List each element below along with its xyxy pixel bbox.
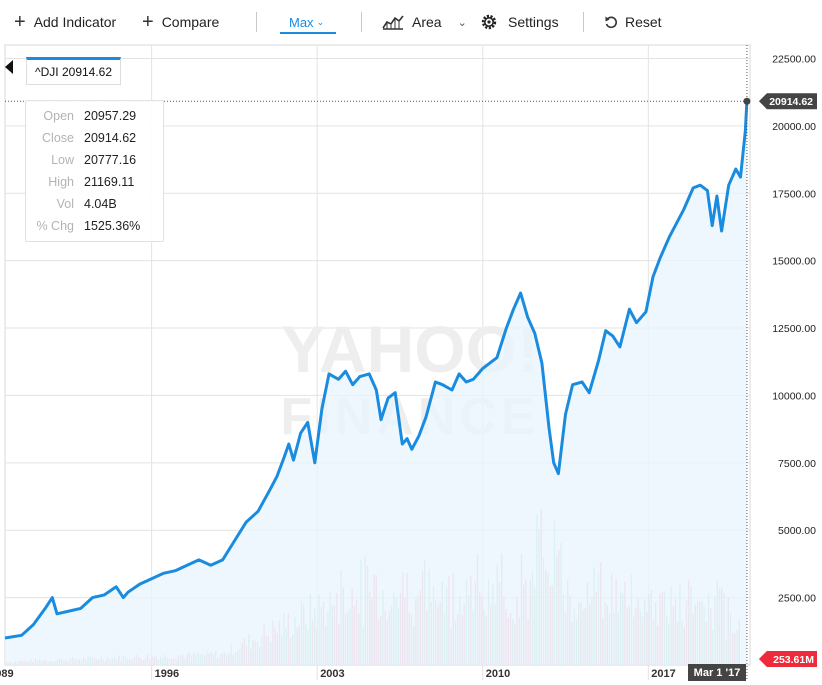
- plus-icon: +: [14, 11, 26, 33]
- chart-type-label: Area: [412, 14, 442, 30]
- ohlc-value: 4.04B: [84, 197, 117, 211]
- x-tick-label: 2003: [320, 668, 344, 680]
- ohlc-key: High: [48, 175, 74, 189]
- price-area: [5, 101, 747, 665]
- y-tick-label: 7500.00: [778, 458, 816, 470]
- compare-button[interactable]: + Compare: [142, 0, 219, 44]
- ohlc-key: % Chg: [36, 219, 74, 233]
- add-indicator-label: Add Indicator: [33, 14, 117, 30]
- x-tick-label: 1996: [155, 668, 179, 680]
- crosshair-date-label: Mar 1 '17: [694, 667, 741, 679]
- symbol-price: ^DJI 20914.62: [35, 65, 113, 79]
- collapse-panel-arrow-icon[interactable]: [5, 60, 13, 74]
- reset-icon: [605, 16, 617, 29]
- y-tick-label: 15000.00: [772, 256, 816, 268]
- last-price-tag: [758, 93, 817, 110]
- ohlc-row: Open 20957.29: [26, 105, 163, 127]
- ohlc-key: Vol: [56, 197, 74, 211]
- ohlc-key: Low: [51, 153, 74, 167]
- area-chart-icon: [382, 15, 404, 30]
- last-point-marker: [743, 97, 751, 105]
- add-indicator-button[interactable]: + Add Indicator: [14, 0, 116, 44]
- last-price-label: 20914.62: [769, 96, 813, 108]
- ohlc-tooltip: Open 20957.29 Close 20914.62 Low 20777.16 H…: [25, 100, 164, 242]
- ohlc-value: 20777.16: [84, 153, 137, 167]
- y-tick-label: 17500.00: [772, 188, 816, 200]
- y-tick-label: 5000.00: [778, 525, 816, 537]
- ohlc-row: Low 20777.16: [26, 149, 163, 171]
- ohlc-value: 1525.36%: [84, 219, 141, 233]
- crosshair-date-tag: [688, 664, 746, 681]
- plus-icon: +: [142, 11, 154, 33]
- price-line: [4, 101, 749, 640]
- last-volume-label: 253.61M: [773, 654, 814, 666]
- ohlc-key: Open: [43, 109, 74, 123]
- settings-button[interactable]: Settings: [480, 0, 559, 44]
- y-tick-label: 2500.00: [778, 593, 816, 605]
- reset-label: Reset: [625, 14, 662, 30]
- reset-button[interactable]: Reset: [604, 0, 662, 44]
- last-volume-tag: [758, 651, 817, 667]
- ohlc-row: % Chg 1525.36%: [26, 215, 163, 237]
- y-tick-label: 12500.00: [772, 323, 816, 335]
- ohlc-row: High 21169.11: [26, 171, 163, 193]
- ohlc-key: Close: [42, 131, 74, 145]
- y-tick-label: 22500.00: [772, 53, 816, 65]
- range-label: Max: [289, 14, 314, 30]
- x-tick-label: 2017: [651, 668, 675, 680]
- chevron-down-icon: ⌄: [457, 16, 467, 29]
- gear-icon: [481, 14, 497, 30]
- ohlc-row: Close 20914.62: [26, 127, 163, 149]
- toolbar-divider: [256, 12, 257, 32]
- range-active-underline: [280, 32, 336, 34]
- ohlc-value: 21169.11: [84, 175, 135, 189]
- ohlc-value: 20957.29: [84, 109, 137, 123]
- y-tick-label: 20000.00: [772, 121, 816, 133]
- ohlc-value: 20914.62: [84, 131, 137, 145]
- x-tick-label: 2010: [486, 668, 510, 680]
- range-select[interactable]: Max ⌄: [289, 0, 324, 44]
- compare-label: Compare: [161, 14, 220, 30]
- chart-toolbar: + Add Indicator + Compare Max ⌄ Area ⌄ S…: [0, 0, 822, 44]
- y-tick-label: 10000.00: [772, 390, 816, 402]
- settings-label: Settings: [508, 14, 559, 30]
- toolbar-divider: [361, 12, 362, 32]
- chart-type-select[interactable]: Area ⌄: [382, 0, 467, 44]
- toolbar-divider: [583, 12, 584, 32]
- chevron-down-icon: ⌄: [316, 16, 325, 27]
- quote-label: ^DJI 20914.62: [26, 57, 122, 85]
- x-tick-label: 1989: [0, 668, 14, 680]
- ohlc-row: Vol 4.04B: [26, 193, 163, 215]
